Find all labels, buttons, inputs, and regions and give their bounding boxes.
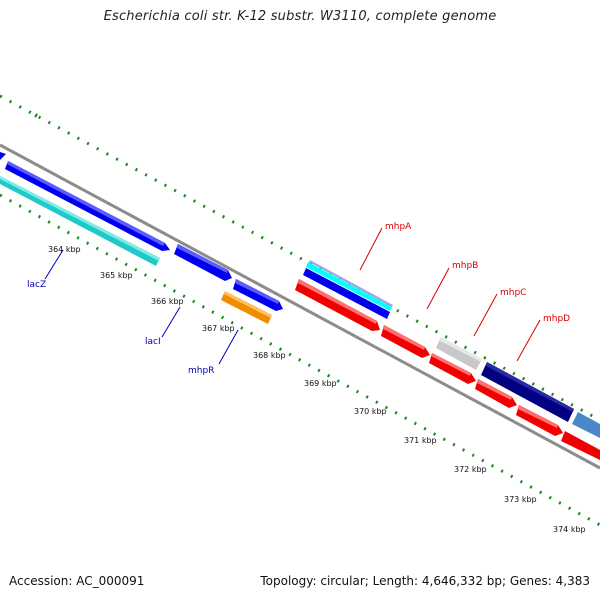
gene-arrow-mhpA-red-highlight xyxy=(298,279,377,324)
label-mhpB[interactable]: mhpB xyxy=(452,261,478,271)
label-lacI[interactable]: lacI xyxy=(145,337,161,347)
gene-arrow-red-6[interactable] xyxy=(561,431,600,460)
leader-mhpR xyxy=(218,329,239,365)
gene-arrow-mhpR-highlight xyxy=(224,291,272,318)
gene-arrow-lacI-highlight xyxy=(177,244,228,273)
outer-tick-marks xyxy=(0,94,600,422)
gene-arrow-lacY-region[interactable] xyxy=(0,152,6,160)
genome-stats-text: Topology: circular; Length: 4,646,332 bp… xyxy=(260,574,590,588)
label-mhpR[interactable]: mhpR xyxy=(188,366,214,376)
leader-mhpB xyxy=(426,267,450,310)
gene-arrow-mhpA-grey xyxy=(309,260,393,307)
tick-label-373: 373 kbp xyxy=(504,495,537,504)
gene-arrow-grey[interactable] xyxy=(436,337,482,370)
accession-text: Accession: AC_000091 xyxy=(9,574,145,588)
tick-label-367: 367 kbp xyxy=(202,324,235,333)
backbone-lower xyxy=(285,286,600,455)
tick-label-365: 365 kbp xyxy=(100,271,133,280)
tick-label-369: 369 kbp xyxy=(304,379,337,388)
tick-label-364: 364 kbp xyxy=(48,245,81,254)
gene-arrow-mhpD-highlight xyxy=(477,379,512,400)
gene-arrow-red-5-highlight xyxy=(518,405,558,428)
backbone-outer xyxy=(0,143,600,470)
tick-label-374: 374 kbp xyxy=(553,525,586,534)
label-mhpA[interactable]: mhpA xyxy=(385,222,412,232)
tick-label-371: 371 kbp xyxy=(404,436,437,445)
tick-label-366: 366 kbp xyxy=(151,297,184,306)
gene-arrow-mhpR[interactable] xyxy=(221,291,272,324)
gene-arrow-mhpC-highlight xyxy=(431,353,471,376)
leader-lacI xyxy=(161,306,181,338)
gene-arrow-mhpA-blue[interactable] xyxy=(303,268,390,319)
gene-arrow-steelblue[interactable] xyxy=(572,412,600,438)
gene-arrow-lacZ-highlight xyxy=(7,161,165,246)
gene-arrow-cyan-left-highlight xyxy=(0,176,160,261)
gene-arrow-mhpB-highlight xyxy=(383,325,425,350)
inner-tick-ring xyxy=(0,193,600,527)
label-mhpD[interactable]: mhpD xyxy=(543,314,570,324)
leader-mhpD xyxy=(516,319,541,362)
label-mhpC[interactable]: mhpC xyxy=(500,288,526,298)
gene-arrow-navy-highlight xyxy=(486,362,574,412)
tick-label-372: 372 kbp xyxy=(454,465,487,474)
leader-lacZ xyxy=(44,249,64,280)
gene-arrow-mhpA-cyan[interactable] xyxy=(306,262,392,311)
gene-arrow-navy[interactable] xyxy=(481,362,574,422)
tick-label-370: 370 kbp xyxy=(354,407,387,416)
leader-mhpA xyxy=(359,227,383,271)
gene-arrow-grey-highlight xyxy=(440,337,482,362)
gene-arrow-blue-small-highlight xyxy=(235,279,279,304)
label-lacZ[interactable]: lacZ xyxy=(27,280,46,290)
leader-mhpC xyxy=(473,293,498,337)
tick-label-368: 368 kbp xyxy=(253,351,286,360)
map-title: Escherichia coli str. K-12 substr. W3110… xyxy=(103,9,497,24)
